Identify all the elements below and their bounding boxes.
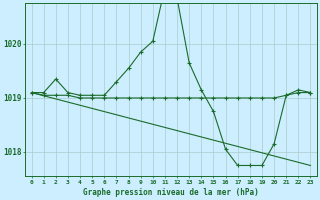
X-axis label: Graphe pression niveau de la mer (hPa): Graphe pression niveau de la mer (hPa)	[83, 188, 259, 197]
